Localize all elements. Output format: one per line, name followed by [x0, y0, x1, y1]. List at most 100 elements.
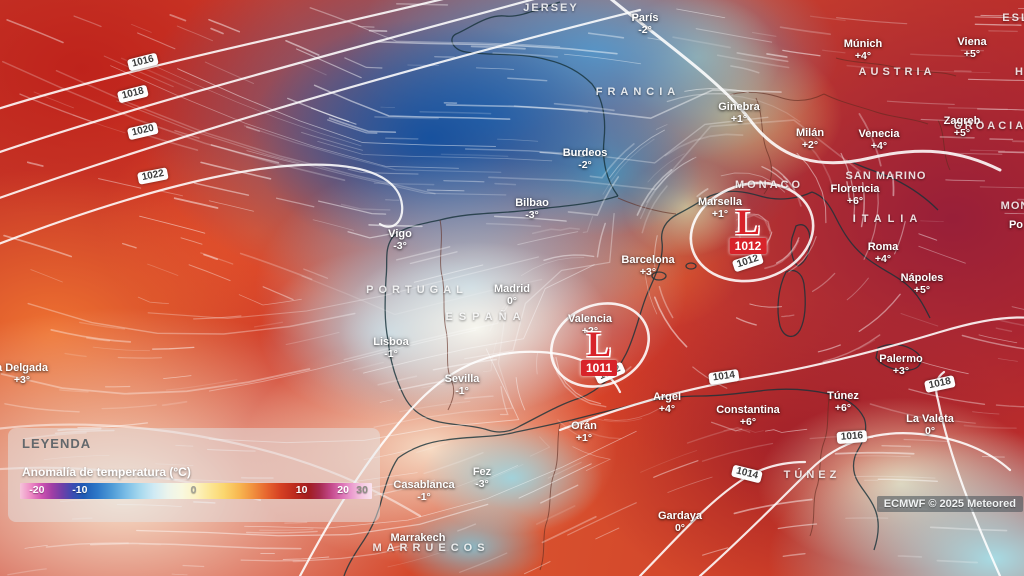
city-label: Sevilla -1°	[445, 373, 480, 397]
city-anomaly-value: -1°	[384, 348, 398, 360]
city-name: Bilbao	[515, 197, 549, 209]
city-label: Casablanca -1°	[393, 479, 454, 503]
legend-panel: LEYENDA Anomalía de temperatura (°C) -20…	[8, 428, 380, 522]
city-anomaly-value: +6°	[846, 195, 864, 207]
city-label: Barcelona +3°	[621, 254, 674, 278]
city-label: Madrid 0°	[494, 283, 530, 307]
city-anomaly-value: +5°	[963, 48, 981, 60]
city-label: Marrakech	[390, 532, 445, 544]
low-pressure-symbol: L	[586, 324, 612, 364]
city-anomaly-value: +5°	[913, 284, 931, 296]
legend-tick: -20	[29, 484, 45, 496]
isobar-label: 1022	[137, 167, 169, 185]
city-name: Roma	[867, 241, 899, 253]
city-anomaly-value: +6°	[834, 402, 852, 414]
isobar-label: 1014	[708, 368, 740, 386]
isobar-label: 1018	[923, 374, 957, 394]
country-label: MON	[1000, 200, 1024, 212]
city-anomaly-value: -2°	[578, 159, 592, 171]
country-label: AUSTRIA	[858, 66, 936, 78]
country-label: MARRUECOS	[372, 542, 490, 554]
city-label: Roma +4°	[868, 241, 899, 265]
city-anomaly-value: +3°	[13, 374, 31, 386]
isobar-label: 1016	[126, 52, 160, 72]
pressure-center: L 1012	[729, 202, 767, 255]
legend-title: LEYENDA	[22, 436, 92, 451]
city-anomaly-value: +4°	[854, 50, 872, 62]
country-label: JERSEY	[523, 2, 579, 14]
city-name: Argel	[652, 391, 682, 403]
city-label: Zagreb +5°	[944, 115, 981, 139]
isobar-label: 1016	[836, 429, 868, 445]
pressure-value: 1012	[729, 238, 767, 254]
city-label: Nápoles +5°	[901, 272, 944, 296]
city-label: Lisboa -1°	[373, 336, 408, 360]
city-name: Vigo	[388, 228, 412, 240]
city-anomaly-value: -3°	[393, 240, 407, 252]
low-pressure-symbol: L	[735, 202, 761, 242]
city-anomaly-value: +2°	[581, 325, 599, 337]
city-label: La Valeta 0°	[906, 413, 954, 437]
city-name: Marrakech	[390, 532, 446, 544]
city-name: Florencia	[830, 183, 880, 195]
city-label: Florencia +6°	[831, 183, 880, 207]
legend-tick: 0	[190, 484, 197, 496]
city-anomaly-value: +2°	[801, 139, 819, 151]
city-label: Venecia +4°	[859, 128, 900, 152]
city-label: Fez -3°	[473, 466, 491, 490]
city-anomaly-value: +1°	[730, 113, 748, 125]
legend-tick: -10	[72, 484, 88, 496]
city-name: Múnich	[843, 38, 883, 50]
attribution-watermark: ECMWF © 2025 Meteored	[876, 496, 1023, 512]
city-anomaly-value: +4°	[658, 403, 676, 415]
city-label: Valencia +2°	[568, 313, 612, 337]
country-label: TÚNEZ	[783, 469, 841, 481]
city-label: Milán +2°	[796, 127, 824, 151]
city-label: Viena +5°	[957, 36, 986, 60]
country-label: FRANCIA	[595, 86, 681, 98]
isobar-label: 1020	[126, 121, 160, 141]
legend-tick: 30	[356, 484, 368, 496]
city-name: La Valeta	[906, 413, 954, 425]
city-label: Vigo -3°	[388, 228, 412, 252]
city-anomaly-value: +6°	[739, 416, 757, 428]
city-name: a Delgada	[0, 362, 48, 374]
legend-tick: 10	[295, 484, 308, 496]
city-label: Múnich +4°	[844, 38, 883, 62]
legend-label: Anomalía de temperatura (°C)	[22, 465, 191, 479]
city-label: Orán +1°	[571, 420, 597, 444]
wind-streamlines	[0, 3, 1024, 576]
city-anomaly-value: +5°	[953, 127, 971, 139]
city-label: Ginebra +1°	[718, 101, 760, 125]
city-label: Bilbao -3°	[515, 197, 549, 221]
city-anomaly-value: -2°	[638, 24, 652, 36]
country-label: CROACIA	[953, 120, 1024, 132]
country-label: ESPAÑA	[445, 311, 527, 323]
city-name: Venecia	[858, 128, 900, 140]
city-label: Gardaya 0°	[658, 510, 702, 534]
city-name: Constantina	[716, 404, 780, 416]
city-name: Sevilla	[444, 373, 480, 385]
city-anomaly-value: +4°	[870, 140, 888, 152]
city-name: Madrid	[493, 283, 531, 295]
pressure-value: 1011	[580, 360, 618, 376]
city-anomaly-value: +3°	[892, 365, 910, 377]
city-name: Túnez	[827, 390, 859, 402]
isobar-label: 1018	[116, 84, 150, 104]
city-label: Argel +4°	[653, 391, 681, 415]
city-anomaly-value: +1°	[575, 432, 593, 444]
city-anomaly-value: -3°	[475, 478, 489, 490]
country-label: ITALIA	[852, 213, 924, 225]
city-name: Viena	[957, 36, 987, 48]
city-label: Burdeos -2°	[563, 147, 608, 171]
city-anomaly-value: 0°	[924, 425, 936, 437]
city-name: Fez	[472, 466, 492, 478]
city-name: Burdeos	[562, 147, 608, 159]
city-label: Po	[1009, 219, 1023, 231]
city-name: Barcelona	[621, 254, 675, 266]
city-name: Marsella	[697, 196, 743, 208]
country-label: SAN MARINO	[845, 170, 927, 182]
city-anomaly-value: +1°	[711, 208, 729, 220]
